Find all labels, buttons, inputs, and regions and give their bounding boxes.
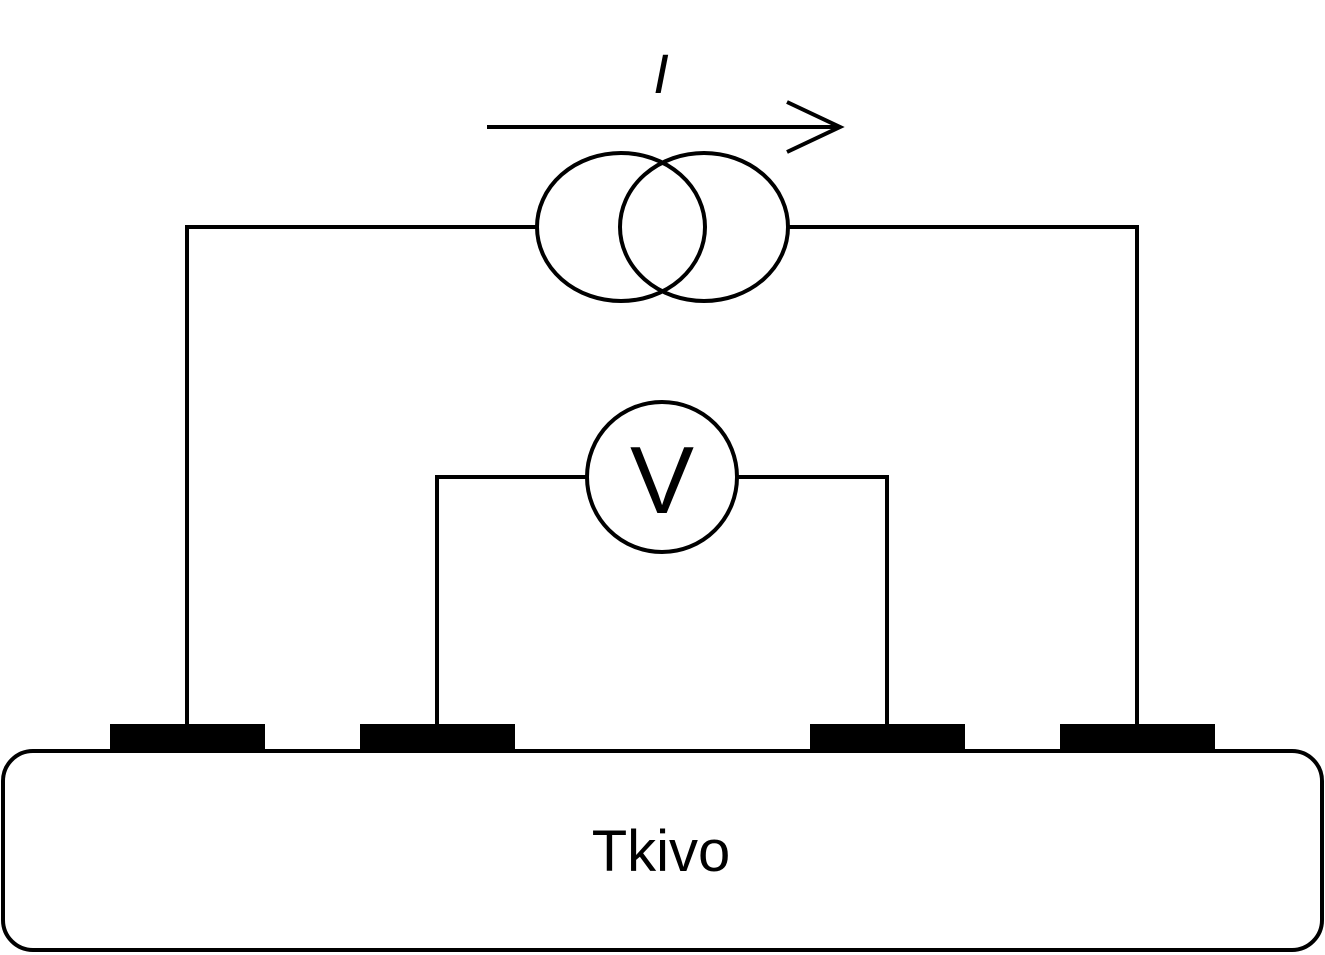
tissue-block <box>1 749 1324 952</box>
inner-wire-right <box>737 475 889 726</box>
voltmeter-label: V <box>630 427 694 534</box>
tissue-label: Tkivo <box>592 819 731 884</box>
inner-wire-left <box>435 475 587 726</box>
electrode-4 <box>1060 724 1215 751</box>
current-arrow <box>487 100 845 154</box>
outer-wire-left <box>185 225 537 726</box>
current-label: I <box>653 42 669 105</box>
electrode-1 <box>110 724 265 751</box>
electrode-2 <box>360 724 515 751</box>
outer-wire-right <box>788 225 1139 726</box>
electrode-3 <box>810 724 965 751</box>
current-source <box>535 151 790 303</box>
